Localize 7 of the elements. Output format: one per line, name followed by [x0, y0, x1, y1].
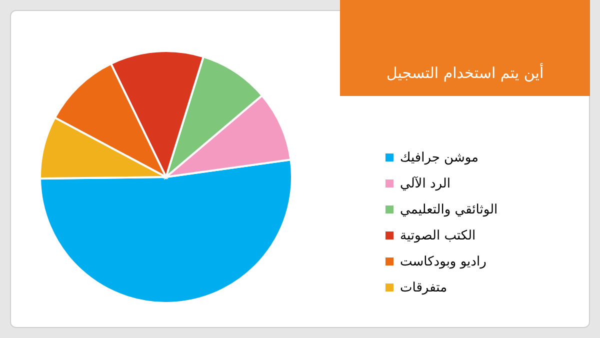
legend-label: الكتب الصوتية — [400, 228, 476, 244]
text: أين يتم استخدام التسجيل — [340, 0, 590, 96]
legend-label: الرد الآلي — [400, 176, 450, 192]
legend-label: راديو وبودكاست — [400, 254, 486, 270]
legend-label: متفرقات — [400, 280, 448, 296]
legend-label: الوثائقي والتعليمي — [400, 202, 498, 218]
legend-label: موشن جرافيك — [400, 150, 479, 166]
